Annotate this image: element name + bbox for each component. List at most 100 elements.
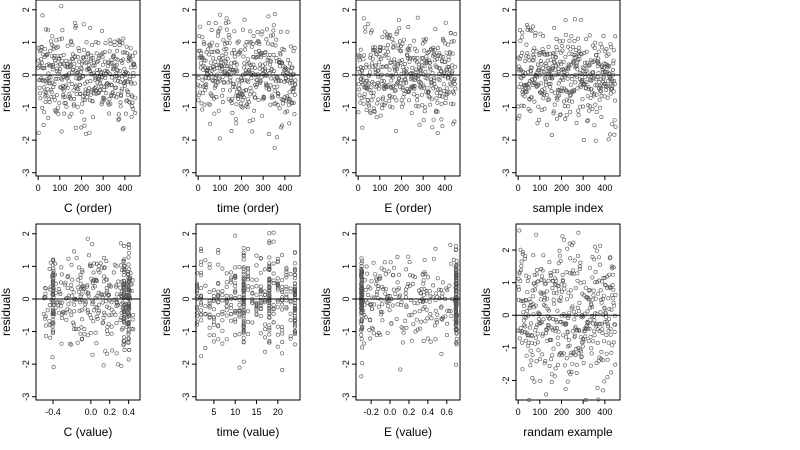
scatter-point [363,25,368,30]
scatter-point [453,306,458,311]
scatter-point [577,264,582,269]
scatter-point [399,98,404,103]
scatter-point [51,364,56,369]
scatter-point [203,75,208,80]
scatter-point [379,78,384,83]
scatter-point [385,35,390,40]
scatter-point [412,55,417,60]
scatter-point [211,307,216,312]
scatter-point [607,272,612,277]
scatter-point [601,293,606,298]
scatter-point [262,292,267,297]
scatter-point [557,248,562,253]
scatter-point [47,81,52,86]
scatter-point [199,61,204,66]
scatter-point [411,322,416,327]
scatter-point [432,58,437,63]
scatter-point [242,65,247,70]
scatter-point [199,262,204,267]
scatter-point [530,288,535,293]
scatter-point [601,388,606,393]
scatter-point [216,50,221,55]
scatter-point [194,306,199,311]
scatter-point [582,50,587,55]
scatter-point [79,109,84,114]
scatter-point [574,54,579,59]
scatter-point [259,75,264,80]
scatter-point [397,26,402,31]
scatter-point [385,330,390,335]
scatter-point [287,97,292,102]
scatter-point [71,88,76,93]
scatter-point [391,45,396,50]
scatter-point [439,69,444,74]
scatter-point [50,305,55,310]
scatter-point [194,282,199,287]
scatter-point [241,330,246,335]
scatter-point [257,41,262,46]
scatter-point [131,313,136,318]
scatter-point [454,342,459,347]
scatter-point [387,98,392,103]
scatter-point [604,351,609,356]
scatter-point [82,55,87,60]
scatter-point [271,52,276,57]
scatter-point [591,76,596,81]
scatter-point [64,104,69,109]
scatter-point [207,312,212,317]
scatter-point [525,85,530,90]
scatter-point [288,300,293,305]
scatter-point [131,327,136,332]
scatter-point [552,269,557,274]
scatter-point [80,101,85,106]
scatter-point [229,277,234,282]
scatter-point [435,100,440,105]
scatter-point [96,40,101,45]
scatter-point [224,16,229,21]
x-axis-title: sample index [533,201,604,215]
scatter-point [436,45,441,50]
scatter-point [288,334,293,339]
scatter-point [592,257,597,262]
scatter-point [368,111,373,116]
scatter-point [100,321,105,326]
scatter-point [68,64,73,69]
scatter-point [552,276,557,281]
scatter-point [409,75,414,80]
y-tick-label: 1 [501,40,511,45]
scatter-point [258,256,263,261]
scatter-point [593,102,598,107]
scatter-point [72,97,77,102]
scatter-point [594,77,599,82]
x-tick-label: 400 [437,183,452,193]
scatter-point [237,312,242,317]
scatter-point [585,119,590,124]
scatter-point [89,264,94,269]
scatter-point [79,337,84,342]
scatter-point [612,322,617,327]
scatter-point [570,268,575,273]
scatter-point [533,30,538,35]
scatter-point [271,69,276,74]
scatter-point [216,262,221,267]
scatter-point [415,98,420,103]
scatter-point [260,29,265,34]
scatter-point [449,70,454,75]
scatter-point [385,303,390,308]
scatter-point [594,360,599,365]
y-tick-label: -2 [501,136,511,144]
scatter-point [449,314,454,319]
scatter-point [610,283,615,288]
scatter-point [197,84,202,89]
scatter-point [360,278,365,283]
scatter-point [265,41,270,46]
scatter-point [278,52,283,57]
scatter-point [384,300,389,305]
scatter-point [94,39,99,44]
scatter-point [387,94,392,99]
scatter-point [288,311,293,316]
scatter-point [409,312,414,317]
scatter-point [552,90,557,95]
scatter-point [610,68,615,73]
scatter-point [563,117,568,122]
